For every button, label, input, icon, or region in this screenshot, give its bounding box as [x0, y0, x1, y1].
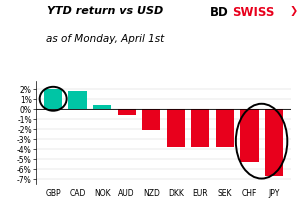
Bar: [216, 109, 234, 147]
Bar: [68, 91, 87, 109]
Bar: [93, 105, 111, 109]
Bar: [142, 109, 161, 130]
Text: SWISS: SWISS: [232, 6, 275, 19]
Bar: [191, 109, 209, 147]
Text: BD: BD: [210, 6, 229, 19]
Text: ❯: ❯: [290, 6, 298, 16]
Text: YTD return vs USD: YTD return vs USD: [47, 6, 163, 16]
Bar: [240, 109, 259, 162]
Bar: [118, 109, 136, 115]
Bar: [167, 109, 185, 147]
Bar: [44, 89, 62, 109]
Bar: [265, 109, 283, 176]
Text: as of Monday, April 1st: as of Monday, April 1st: [46, 34, 164, 44]
